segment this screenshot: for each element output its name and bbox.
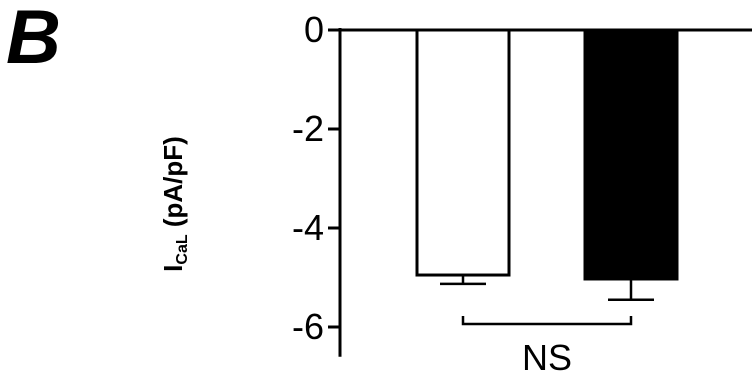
ns-annotation: NS: [522, 337, 572, 376]
bars-layer: [415, 28, 679, 302]
y-axis-label-units: (pA/pF): [158, 136, 188, 234]
bar: [583, 28, 679, 281]
significance-bracket: [461, 316, 633, 326]
y-tick-label: 0: [304, 9, 324, 50]
y-tick-label: -4: [292, 207, 324, 248]
y-tick-label: -2: [292, 108, 324, 149]
y-axis-label-subscript: CaL: [174, 234, 191, 264]
panel-label: B: [6, 0, 61, 80]
y-axis-label-main: I: [158, 265, 188, 272]
bar: [415, 28, 511, 277]
bracket-line: [461, 316, 633, 326]
y-axis-label: ICaL (pA/pF): [158, 136, 191, 272]
y-ticks: 0 -2 -4 -6: [292, 9, 340, 347]
y-tick-label: -6: [292, 306, 324, 347]
